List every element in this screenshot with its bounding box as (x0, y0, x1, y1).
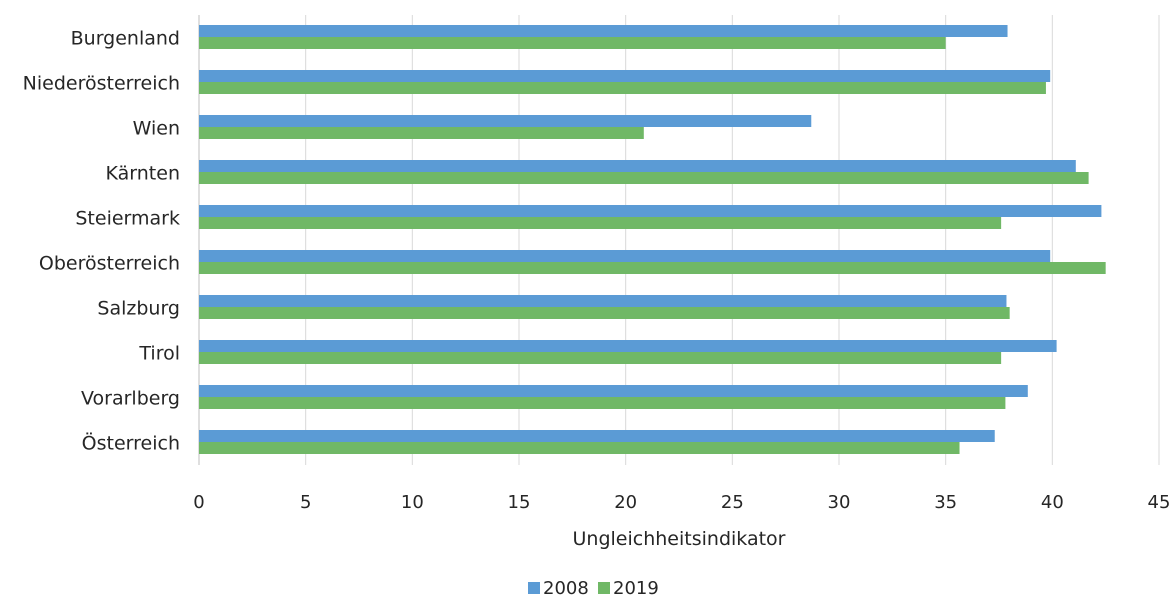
bar-2019-6 (199, 262, 1106, 274)
bar-2008-9 (199, 385, 1028, 397)
bar-2019-1 (199, 37, 946, 49)
category-label: Wien (133, 118, 180, 140)
x-tick-label: 0 (193, 492, 204, 513)
bar-2019-9 (199, 397, 1006, 409)
category-label: Oberösterreich (39, 253, 180, 275)
legend-swatch-2019 (598, 582, 610, 594)
bar-2008-1 (199, 25, 1008, 37)
category-label: Kärnten (106, 163, 180, 185)
bar-2019-8 (199, 352, 1002, 364)
x-tick-label: 35 (934, 492, 957, 513)
bar-2019-5 (199, 217, 1002, 229)
category-label: Salzburg (97, 298, 180, 320)
category-label: Vorarlberg (81, 388, 180, 410)
x-tick-label: 15 (508, 492, 531, 513)
category-labels: Burgenland Niederösterreich Wien Kärnten Ste… (23, 28, 180, 455)
legend-swatch-2008 (528, 582, 540, 594)
category-label: Österreich (82, 432, 180, 455)
bar-2008-3 (199, 115, 812, 127)
bar-2019-2 (199, 82, 1046, 94)
category-label: Niederösterreich (23, 73, 180, 95)
bar-2008-5 (199, 205, 1102, 217)
bar-2008-10 (199, 430, 995, 442)
x-tick-label: 20 (614, 492, 637, 513)
legend: 2008 2019 (528, 578, 659, 599)
bar-2008-7 (199, 295, 1007, 307)
x-tick-label: 40 (1041, 492, 1064, 513)
bar-2008-4 (199, 160, 1076, 172)
category-label: Steiermark (75, 208, 180, 230)
x-tick-label: 30 (828, 492, 851, 513)
x-tick-label: 45 (1148, 492, 1171, 513)
category-label: Tirol (138, 343, 180, 365)
legend-label-2008: 2008 (543, 578, 589, 599)
bar-2019-3 (199, 127, 644, 139)
bar-2019-7 (199, 307, 1010, 319)
legend-label-2019: 2019 (613, 578, 659, 599)
bar-2008-6 (199, 250, 1051, 262)
x-tick-label: 5 (300, 492, 311, 513)
x-tick-labels: 0 5 10 15 20 25 30 35 40 45 (193, 492, 1170, 513)
bars (199, 25, 1106, 454)
bar-2019-4 (199, 172, 1089, 184)
bar-2008-2 (199, 70, 1051, 82)
x-tick-label: 10 (401, 492, 424, 513)
x-tick-label: 25 (721, 492, 744, 513)
bar-2008-8 (199, 340, 1057, 352)
category-label: Burgenland (71, 28, 180, 50)
x-axis-title: Ungleichheitsindikator (573, 528, 786, 550)
bar-2019-10 (199, 442, 960, 454)
